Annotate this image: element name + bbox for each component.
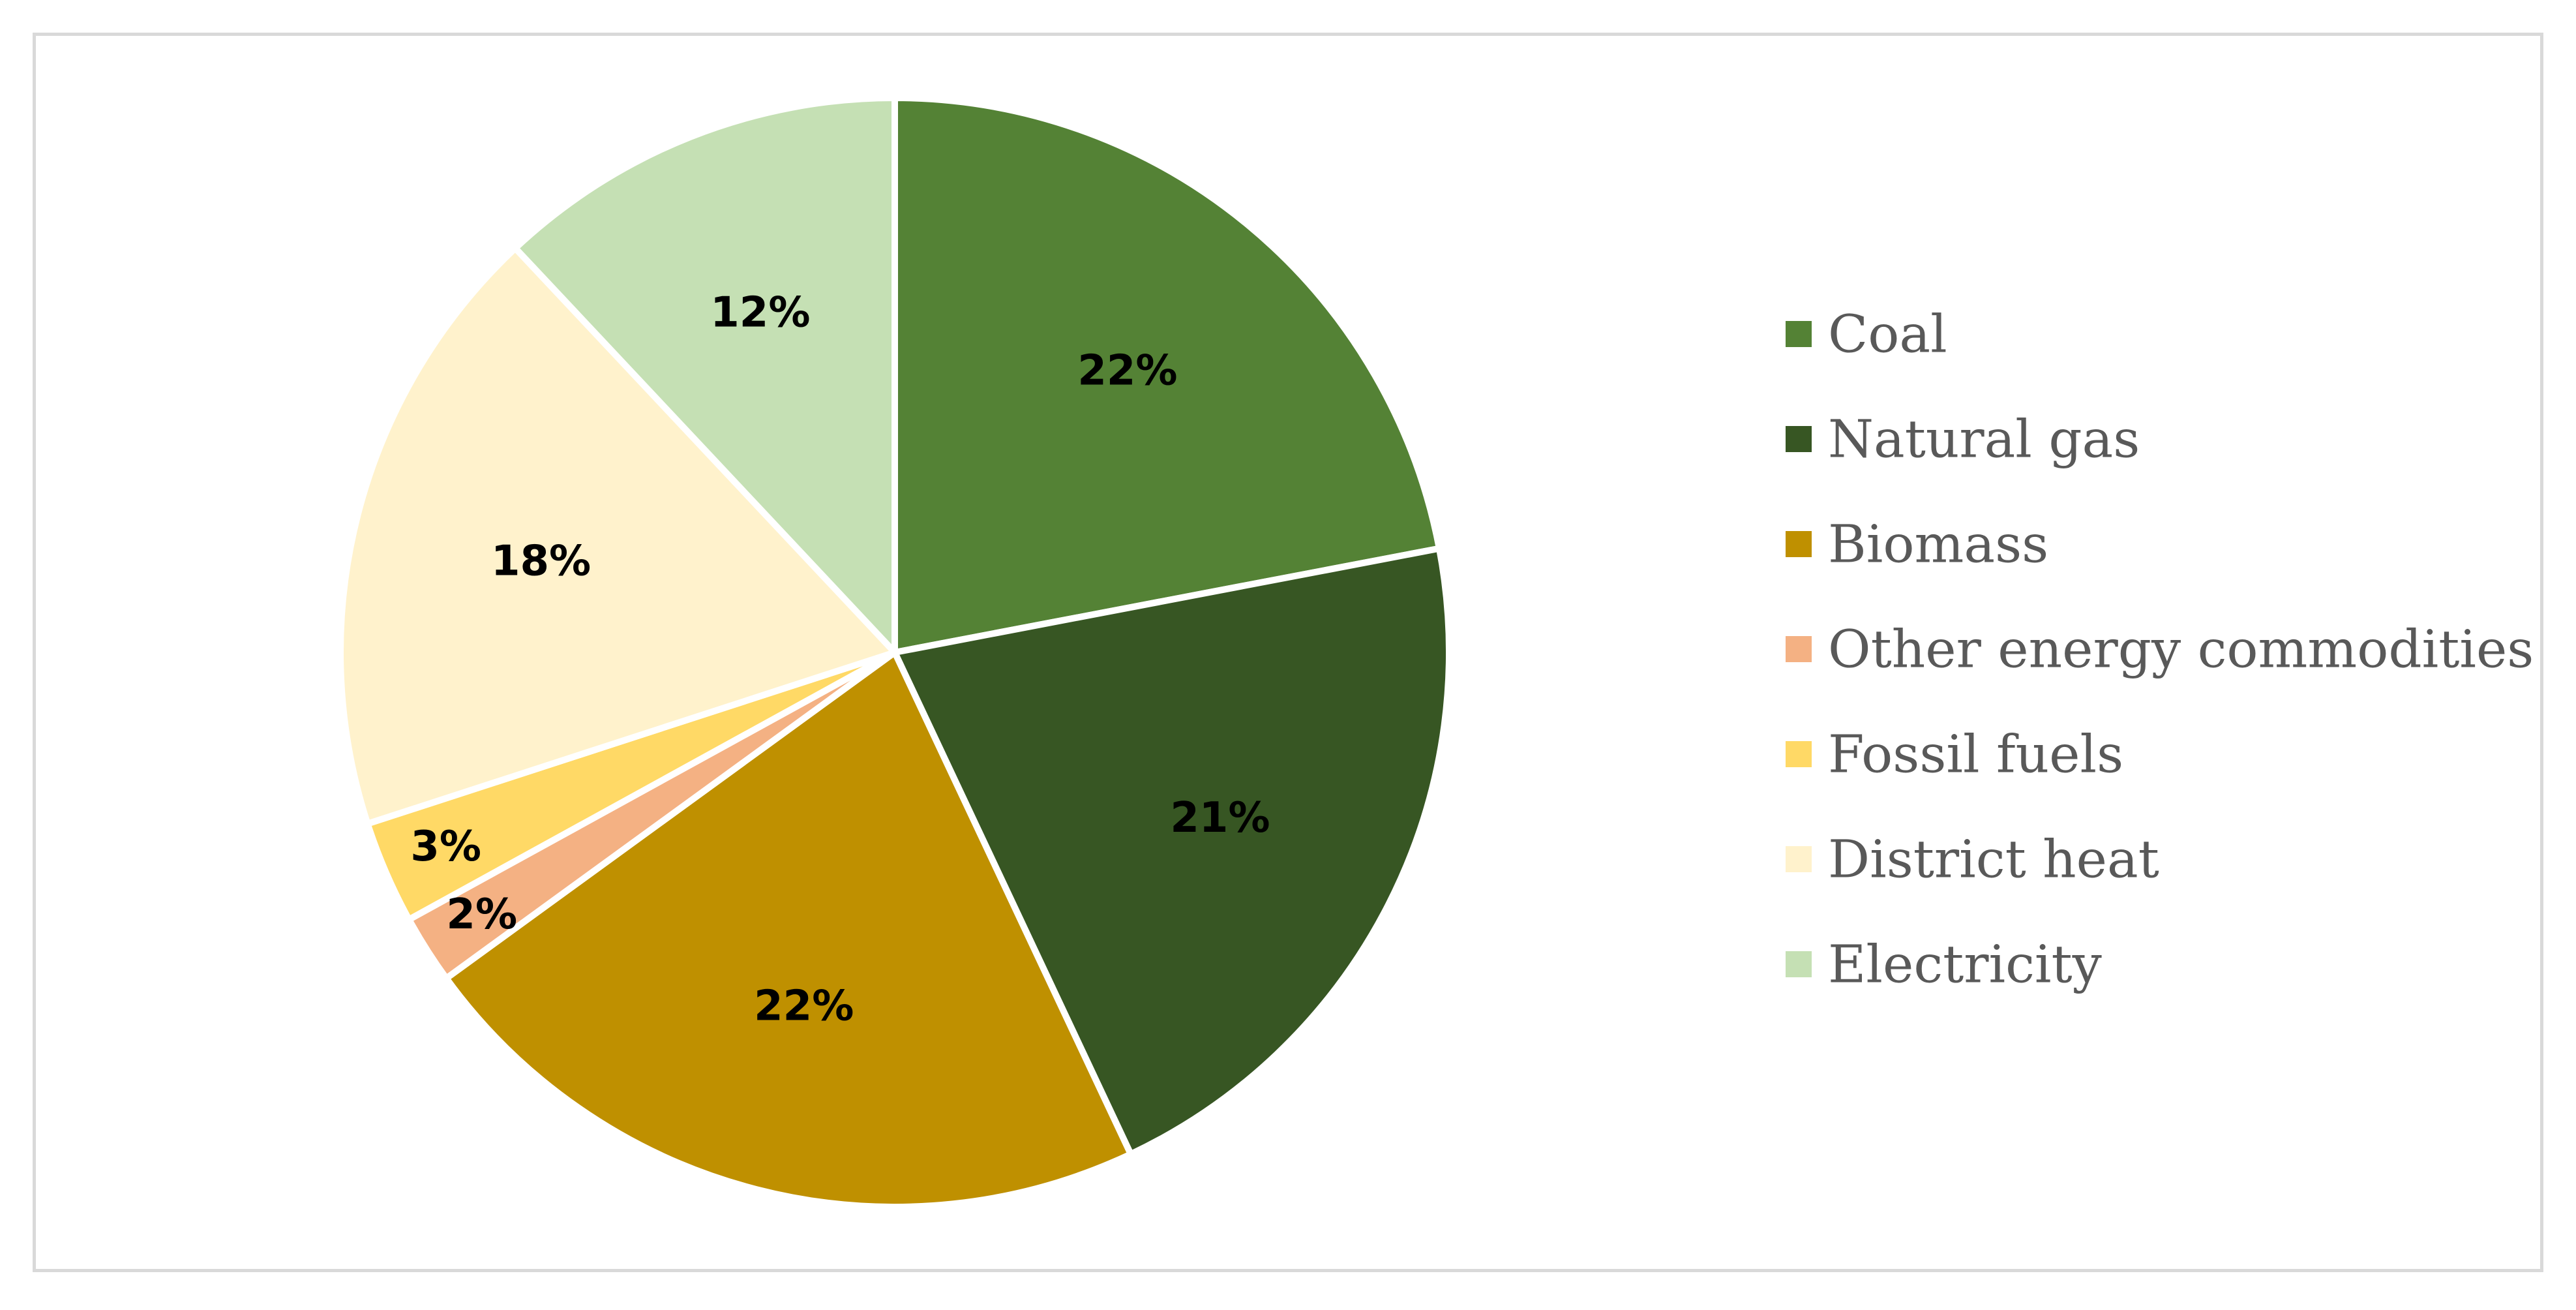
pie-slice-biomass — [443, 649, 1134, 1210]
legend-item-coal: Coal — [1786, 304, 1947, 365]
legend-swatch — [1786, 321, 1812, 347]
pie-slice-electricity — [512, 95, 898, 656]
legend: Coal Natural gas Biomass Other energy commo… — [1786, 304, 2534, 995]
legend-label: Biomass — [1828, 514, 2048, 575]
legend-swatch — [1786, 426, 1812, 452]
legend-swatch — [1786, 741, 1812, 767]
legend-item-district-heat: District heat — [1786, 829, 2159, 890]
legend-item-biomass: Biomass — [1786, 514, 2048, 575]
legend-label: Fossil fuels — [1828, 724, 2123, 785]
data-label-fossil-fuels: 3% — [410, 823, 481, 871]
legend-item-fossil-fuels: Fossil fuels — [1786, 724, 2123, 785]
legend-label: Electricity — [1828, 934, 2102, 995]
pie-slice-district-heat — [337, 245, 898, 827]
legend-label: District heat — [1828, 829, 2159, 890]
legend-item-other-energy-commodities: Other energy commodities — [1786, 619, 2534, 680]
legend-swatch — [1786, 636, 1812, 662]
legend-item-natural-gas: Natural gas — [1786, 409, 2140, 470]
legend-swatch — [1786, 531, 1812, 557]
data-label-natural-gas: 21% — [1170, 794, 1270, 842]
pie-slices — [337, 95, 1452, 1210]
data-label-biomass: 22% — [754, 982, 854, 1030]
pie-slice-coal — [891, 95, 1443, 656]
data-label-other-energy-commodities: 2% — [446, 891, 517, 939]
legend-label: Coal — [1828, 304, 1947, 365]
legend-swatch — [1786, 846, 1812, 872]
legend-label: Other energy commodities — [1828, 619, 2534, 680]
data-label-electricity: 12% — [710, 288, 810, 337]
pie-slice-natural-gas — [891, 545, 1452, 1158]
data-label-district-heat: 18% — [491, 538, 591, 586]
data-label-coal: 22% — [1077, 347, 1177, 395]
legend-swatch — [1786, 951, 1812, 977]
legend-label: Natural gas — [1828, 409, 2140, 470]
pie-data-labels: 22% 21% 22% 2% 3% 18% 12% — [410, 288, 1270, 1030]
legend-item-electricity: Electricity — [1786, 934, 2102, 995]
